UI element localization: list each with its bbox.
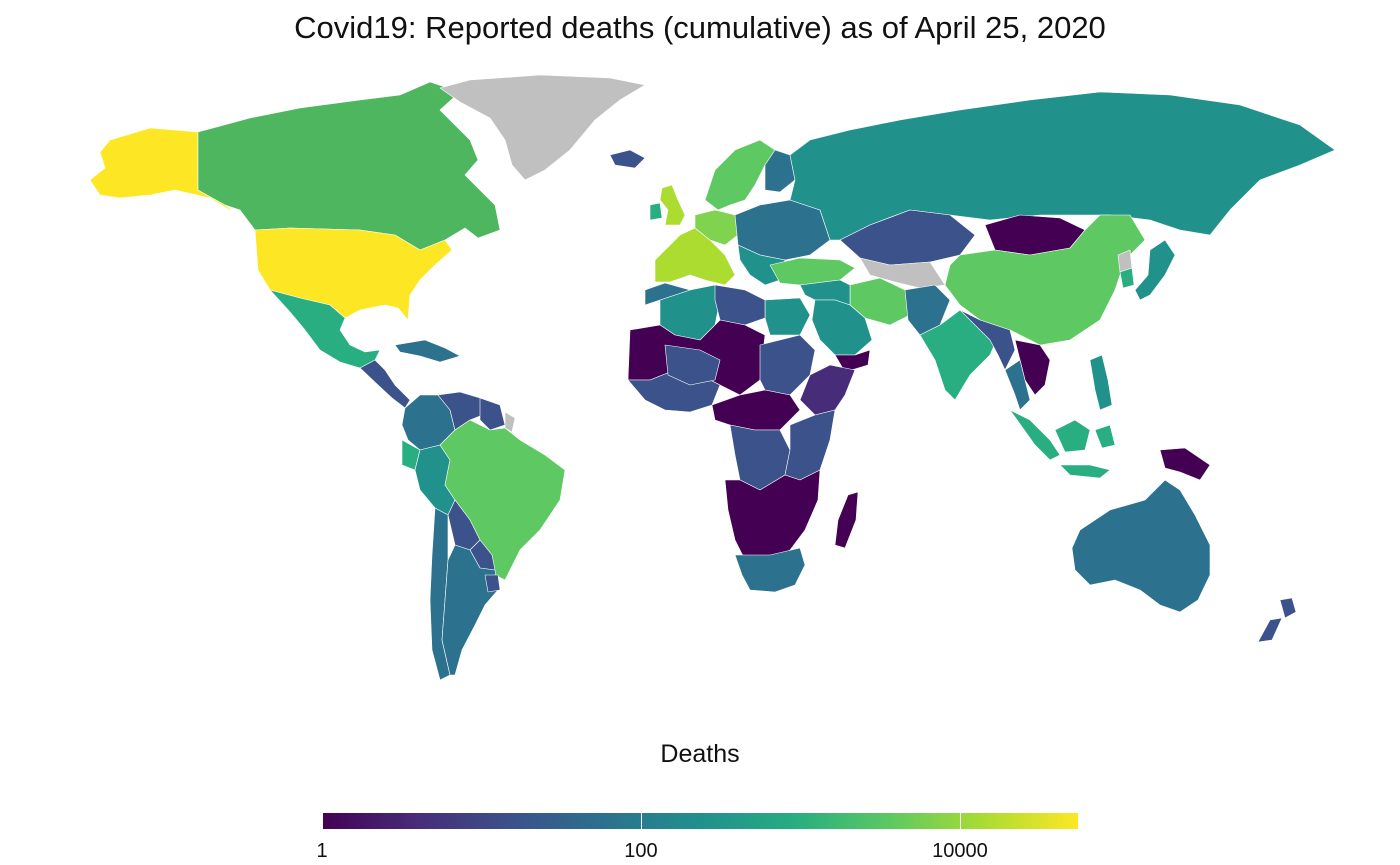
region-mali-niger [664, 344, 721, 386]
region-germany [694, 209, 739, 246]
region-argentina [441, 544, 499, 676]
region-uruguay [484, 574, 501, 593]
region-russia [789, 91, 1336, 241]
region-turkey [769, 257, 856, 286]
region-nepal-myanmar [959, 309, 1016, 371]
legend-tick-mark [640, 813, 642, 829]
legend-tick-mark [322, 813, 323, 829]
region-french-guiana [504, 411, 516, 433]
region-chad-sudan [759, 334, 816, 396]
legend-tick-label: 1 [316, 840, 328, 862]
region-south-africa [734, 547, 806, 593]
legend-tick-label: 10000 [932, 840, 988, 862]
colorbar-fill [322, 813, 1078, 829]
region-guyana-suriname [479, 397, 506, 431]
region-india [919, 309, 1001, 401]
region-scandinavia [704, 139, 776, 211]
region-east-africa [784, 409, 836, 481]
region-morocco [644, 282, 691, 306]
region-western-europe [654, 227, 736, 286]
region-libya [714, 284, 766, 326]
region-png [1159, 447, 1211, 481]
region-balkans [737, 244, 786, 286]
region-central-america [359, 359, 411, 409]
legend-colorbar [322, 813, 1078, 829]
region-madagascar [834, 491, 859, 549]
region-greenland [439, 74, 646, 181]
legend-title: Deaths [660, 740, 740, 768]
region-new-zealand [1257, 597, 1297, 643]
region-central-africa [711, 389, 801, 431]
region-southern-africa [724, 469, 821, 561]
region-ethiopia-horn [799, 364, 856, 416]
legend-tick-mark [959, 813, 961, 829]
region-japan [1134, 239, 1176, 301]
region-korea [1119, 267, 1135, 289]
region-philippines [1089, 354, 1113, 411]
region-saudi-arabia [811, 299, 873, 356]
map-title: Covid19: Reported deaths (cumulative) as… [294, 10, 1106, 45]
region-uk [659, 184, 686, 226]
region-iceland [609, 149, 646, 169]
region-china [944, 214, 1146, 346]
legend-tick-label: 100 [624, 840, 658, 862]
region-mexico [269, 289, 381, 369]
region-egypt [764, 297, 811, 336]
region-indonesia [1009, 409, 1116, 479]
region-caribbean [394, 339, 461, 363]
world-map [89, 74, 1336, 681]
region-thailand [1004, 359, 1031, 411]
region-canada [197, 81, 501, 251]
region-ireland [649, 202, 663, 221]
region-australia [1071, 479, 1211, 613]
